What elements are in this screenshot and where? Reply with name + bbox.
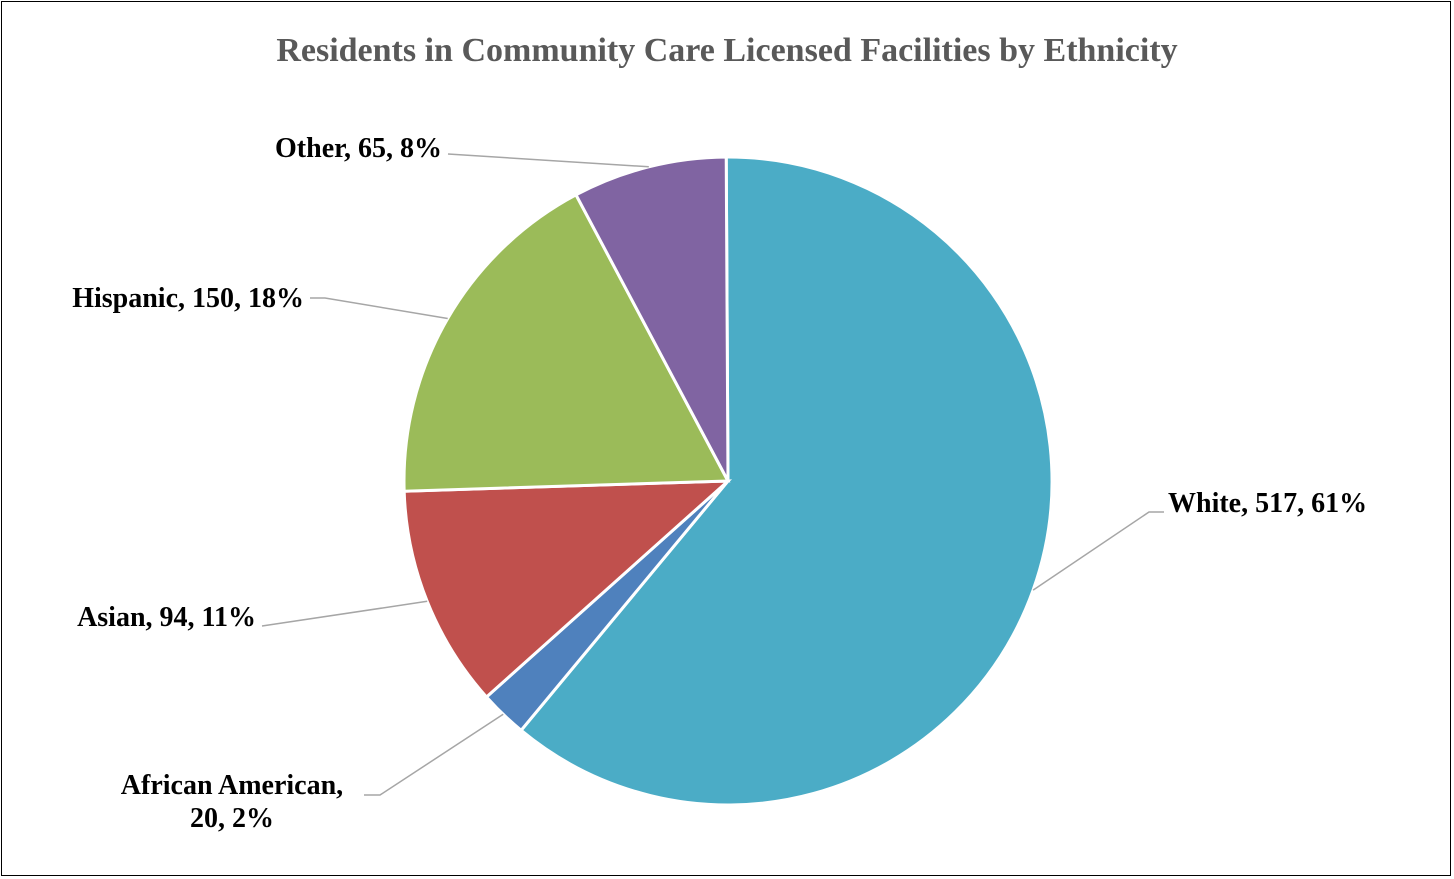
- leader-line-other: [447, 153, 649, 168]
- data-label-african-american: African American, 20, 2%: [121, 770, 343, 834]
- leader-line-hispanic: [310, 297, 448, 320]
- data-label-asian: Asian, 94, 11%: [77, 602, 256, 633]
- pie-slice-white: [518, 155, 1054, 807]
- chart-title: Residents in Community Care Licensed Fac…: [276, 32, 1178, 69]
- data-label-other: Other, 65, 8%: [275, 133, 442, 164]
- leader-line-white: [1032, 511, 1164, 591]
- data-label-hispanic: Hispanic, 150, 18%: [72, 283, 304, 314]
- leader-line-asian: [261, 600, 428, 627]
- data-label-white: White, 517, 61%: [1168, 488, 1367, 519]
- pie-slice-hispanic: [402, 192, 731, 493]
- leader-line-african-american: [364, 713, 504, 796]
- pie-slice-other: [573, 155, 730, 482]
